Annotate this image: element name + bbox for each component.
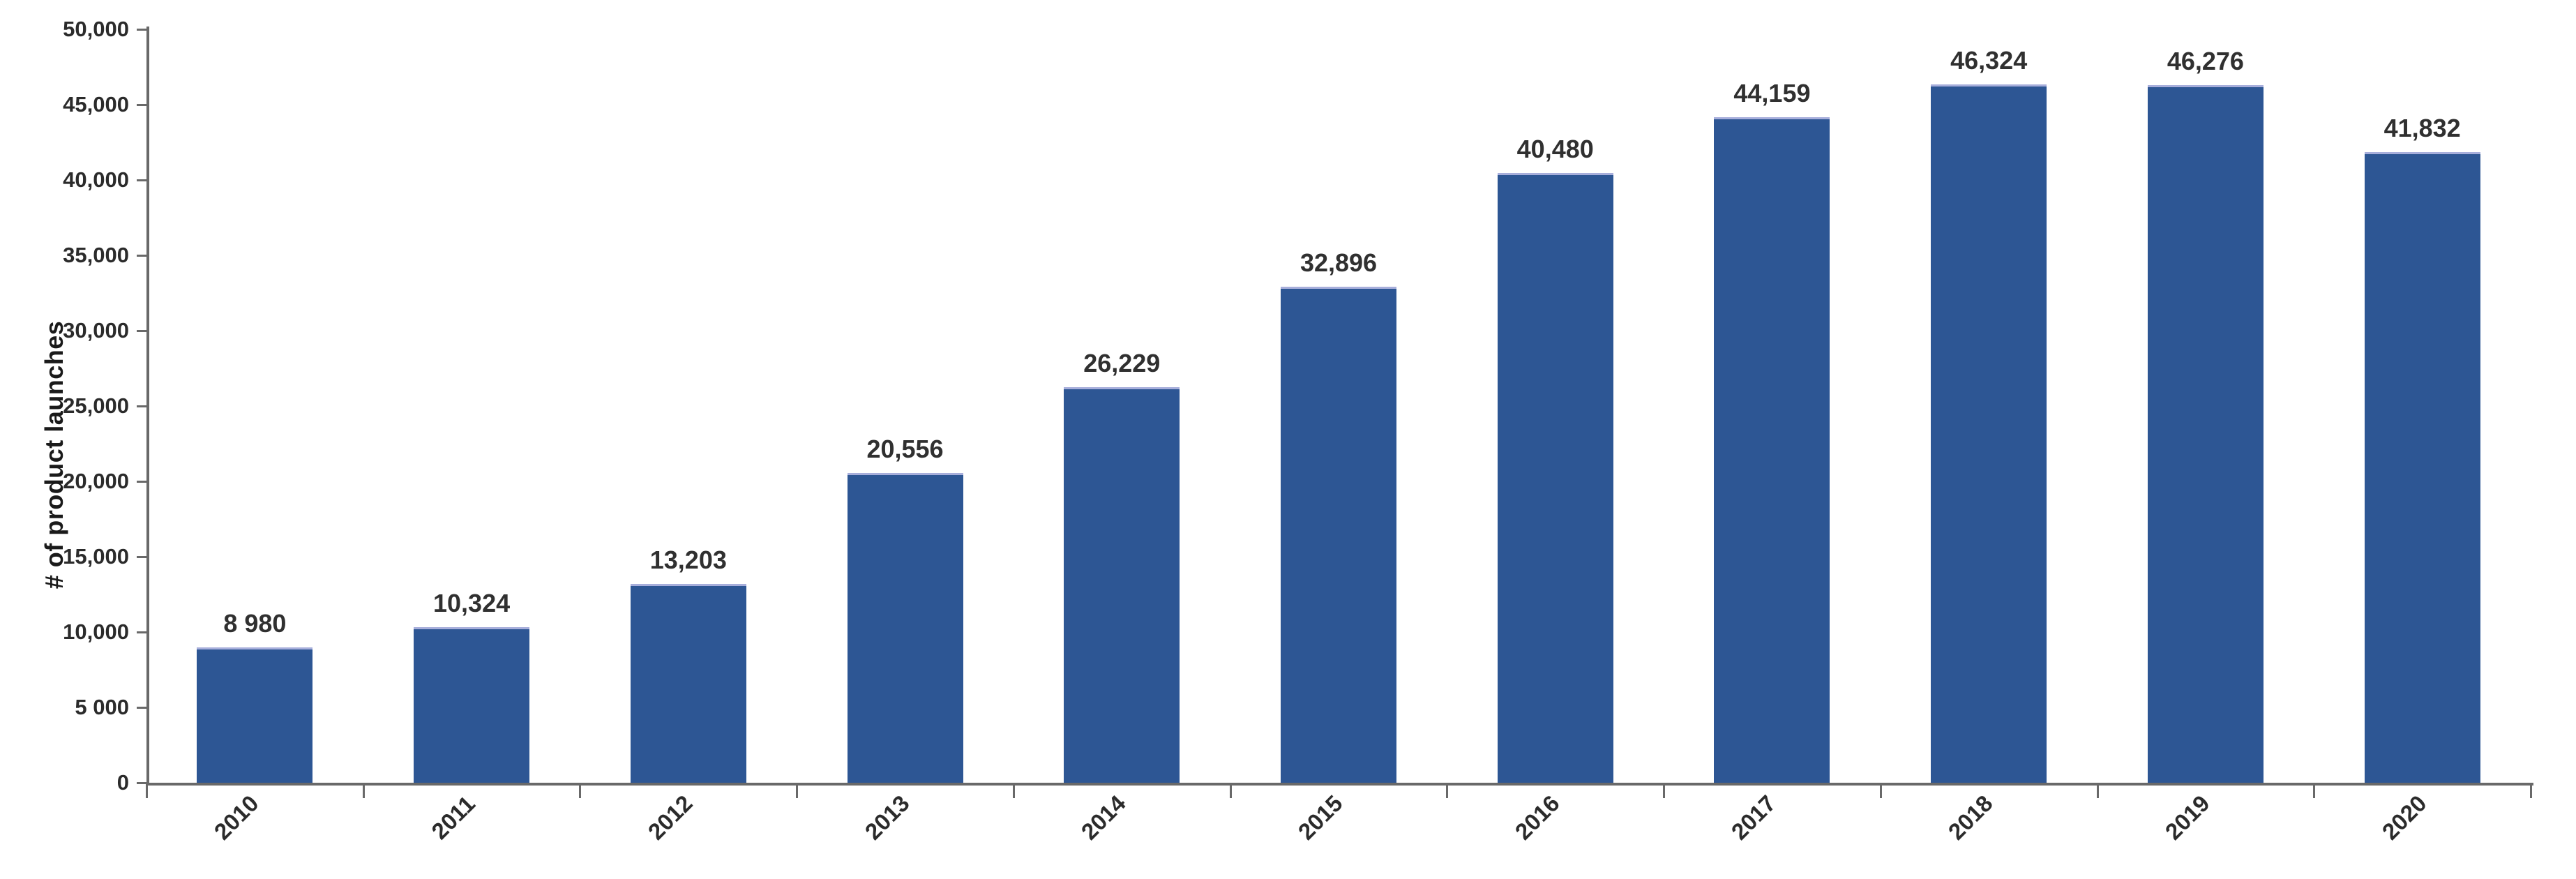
y-tick-label: 40,000 [63, 167, 129, 192]
y-tick-mark [137, 179, 146, 181]
y-tick-label: 15,000 [63, 544, 129, 569]
x-tick-label: 2019 [2160, 790, 2215, 845]
y-tick-label: 30,000 [63, 318, 129, 343]
x-tick-mark [579, 783, 582, 798]
y-tick-label: 20,000 [63, 469, 129, 493]
bar [197, 647, 313, 783]
y-tick-mark [137, 29, 146, 31]
x-tick-label: 2010 [209, 790, 264, 845]
y-tick-label: 45,000 [63, 92, 129, 117]
x-tick-mark [2530, 783, 2532, 798]
x-tick-label: 2020 [2377, 790, 2432, 845]
y-tick-mark [137, 104, 146, 106]
x-tick-label: 2014 [1076, 790, 1131, 845]
bar-value-label: 41,832 [2383, 114, 2461, 143]
bar-value-label: 46,276 [2167, 47, 2244, 76]
x-tick-label: 2017 [1726, 790, 1782, 845]
y-tick-label: 0 [116, 770, 129, 795]
x-tick-mark [2313, 783, 2316, 798]
bar-value-label: 26,229 [1083, 349, 1161, 378]
x-tick-mark [362, 783, 365, 798]
x-tick-mark [796, 783, 799, 798]
bar [2364, 152, 2480, 783]
bar-value-label: 20,556 [866, 434, 944, 463]
y-tick-mark [137, 631, 146, 633]
x-tick-mark [1663, 783, 1666, 798]
y-tick-mark [137, 556, 146, 558]
bar [1064, 387, 1180, 783]
bar [630, 583, 746, 783]
y-tick-label: 35,000 [63, 243, 129, 267]
x-tick-mark [1446, 783, 1449, 798]
y-tick-label: 50,000 [63, 17, 129, 41]
y-tick-label: 25,000 [63, 393, 129, 418]
y-axis-line [146, 27, 149, 786]
bar-value-label: 32,896 [1300, 248, 1378, 278]
bar [2147, 85, 2264, 783]
y-tick-mark [137, 255, 146, 257]
bar-value-label: 8 980 [223, 609, 287, 638]
x-tick-mark [1012, 783, 1015, 798]
x-tick-label: 2012 [642, 790, 698, 845]
bar-value-label: 10,324 [433, 589, 511, 617]
bar-value-label: 46,324 [1950, 46, 2028, 75]
y-tick-mark [137, 481, 146, 483]
x-tick-mark [1229, 783, 1232, 798]
bar [1714, 117, 1830, 783]
y-tick-mark [137, 707, 146, 709]
bar [847, 472, 963, 783]
x-tick-label: 2016 [1509, 790, 1565, 845]
bar [414, 627, 530, 783]
y-tick-label: 5 000 [75, 695, 129, 719]
bar [1281, 287, 1396, 783]
bar-value-label: 44,159 [1733, 79, 1811, 108]
x-tick-label: 2011 [426, 790, 481, 845]
y-tick-mark [137, 330, 146, 332]
bar [1931, 84, 2047, 783]
y-tick-mark [137, 405, 146, 407]
x-tick-label: 2013 [859, 790, 914, 845]
x-axis-line [146, 783, 2533, 786]
x-tick-label: 2018 [1943, 790, 1998, 845]
y-tick-label: 10,000 [63, 619, 129, 644]
x-tick-mark [2096, 783, 2099, 798]
x-tick-mark [1879, 783, 1882, 798]
bar [1497, 172, 1613, 783]
x-tick-label: 2015 [1293, 790, 1348, 845]
y-tick-mark [137, 782, 146, 784]
bar-value-label: 13,203 [649, 545, 727, 574]
x-tick-mark [146, 783, 148, 798]
bar-value-label: 40,480 [1516, 134, 1594, 163]
